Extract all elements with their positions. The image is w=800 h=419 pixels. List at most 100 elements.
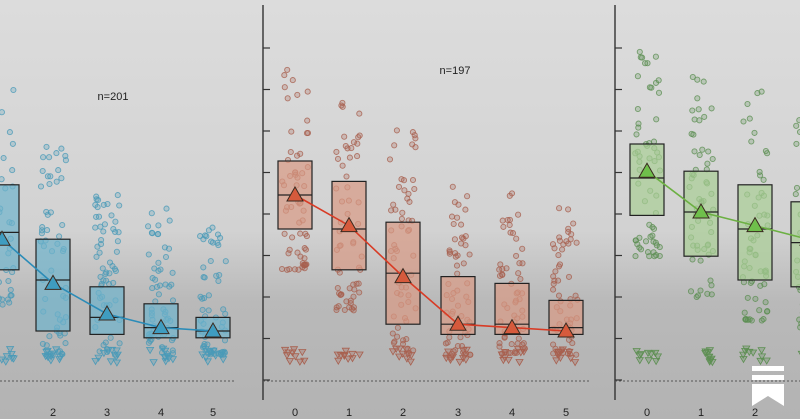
low-value-marker: [91, 358, 100, 366]
low-value-marker: [701, 348, 710, 356]
jitter-point: [6, 129, 13, 136]
jitter-point: [508, 341, 515, 348]
low-value-marker: [348, 350, 357, 359]
jitter-point: [169, 347, 176, 354]
jitter-point: [389, 330, 396, 337]
low-value-marker: [201, 354, 211, 362]
jitter-point: [334, 284, 341, 292]
jitter-point: [350, 293, 357, 300]
jitter-point: [93, 253, 100, 260]
jitter-point: [409, 129, 416, 136]
low-value-marker: [653, 353, 663, 361]
jitter-point: [694, 292, 702, 299]
jitter-point: [284, 66, 291, 73]
mean-trend-line: [294, 194, 567, 332]
mean-marker-0: [286, 185, 304, 202]
jitter-point: [403, 336, 410, 343]
low-value-marker: [106, 358, 116, 366]
jitter-point: [281, 84, 288, 91]
jitter-point: [549, 241, 557, 248]
jitter-point: [100, 201, 107, 208]
jitter-point: [353, 280, 360, 287]
jitter-point: [0, 109, 5, 116]
low-value-marker: [646, 351, 656, 359]
box-1: [0, 184, 20, 271]
jitter-point: [62, 340, 69, 347]
jitter-point: [496, 343, 503, 350]
jitter-point: [633, 131, 640, 138]
jitter-point: [747, 279, 754, 286]
low-value-marker: [336, 352, 346, 360]
jitter-point: [699, 146, 706, 153]
jitter-point: [355, 280, 362, 287]
jitter-point: [556, 205, 563, 212]
jitter-point: [350, 139, 357, 146]
jitter-point: [646, 253, 653, 260]
jitter-point: [555, 292, 563, 299]
low-value-marker: [111, 353, 121, 361]
jitter-point: [655, 77, 662, 84]
jitter-point: [53, 178, 60, 185]
low-value-marker: [739, 356, 748, 364]
jitter-point: [98, 280, 105, 287]
jitter-point: [116, 202, 123, 209]
jitter-point: [100, 342, 107, 349]
low-value-marker: [158, 345, 168, 353]
jitter-point: [214, 239, 221, 246]
jitter-point: [793, 184, 800, 191]
panel-blue: 2 3 4 5 n=201: [0, 86, 236, 419]
jitter-point: [793, 140, 800, 147]
jitter-point: [688, 130, 695, 137]
jitter-point: [503, 265, 510, 272]
low-value-marker: [291, 353, 300, 361]
low-value-marker: [444, 348, 453, 356]
jitter-point: [446, 250, 453, 257]
jitter-point: [496, 266, 503, 273]
low-value-marker: [406, 358, 415, 366]
jitter-point: [656, 244, 663, 251]
jitter-point: [691, 116, 698, 123]
jitter-point: [506, 192, 513, 199]
low-value-marker: [651, 349, 660, 358]
jitter-point: [107, 334, 114, 341]
jitter-point: [294, 152, 301, 159]
jitter-point: [452, 347, 459, 354]
jitter-point: [154, 231, 161, 238]
low-value-marker: [46, 353, 56, 361]
jitter-point: [10, 86, 17, 94]
jitter-point: [697, 287, 704, 294]
jitter-point: [339, 103, 346, 110]
jitter-point: [6, 299, 13, 306]
low-value-marker: [288, 349, 297, 357]
jitter-point: [304, 88, 311, 95]
jitter-point: [555, 252, 562, 259]
jitter-point: [46, 333, 53, 340]
jitter-point: [39, 167, 46, 175]
jitter-point: [304, 117, 311, 124]
jitter-point: [339, 162, 346, 169]
box-2: [737, 184, 773, 281]
low-value-marker: [7, 355, 17, 363]
jitter-point: [632, 253, 639, 260]
jitter-point: [573, 351, 580, 358]
jitter-point: [687, 288, 695, 295]
jitter-point: [95, 196, 102, 204]
low-value-marker: [705, 357, 715, 365]
low-value-marker: [343, 355, 353, 363]
jitter-point: [762, 147, 769, 155]
jitter-point: [199, 295, 206, 302]
x-tick-label: 0: [292, 407, 298, 419]
low-value-marker: [455, 358, 464, 367]
jitter-point: [708, 105, 715, 112]
low-value-marker: [402, 346, 411, 354]
jitter-point: [291, 266, 298, 273]
low-value-marker: [298, 349, 307, 357]
jitter-point: [506, 221, 513, 229]
jitter-point: [745, 316, 752, 323]
jitter-point: [9, 140, 16, 147]
jitter-point: [409, 176, 417, 184]
jitter-point: [92, 224, 99, 231]
jitter-point: [550, 273, 557, 280]
jitter-point: [744, 294, 751, 301]
